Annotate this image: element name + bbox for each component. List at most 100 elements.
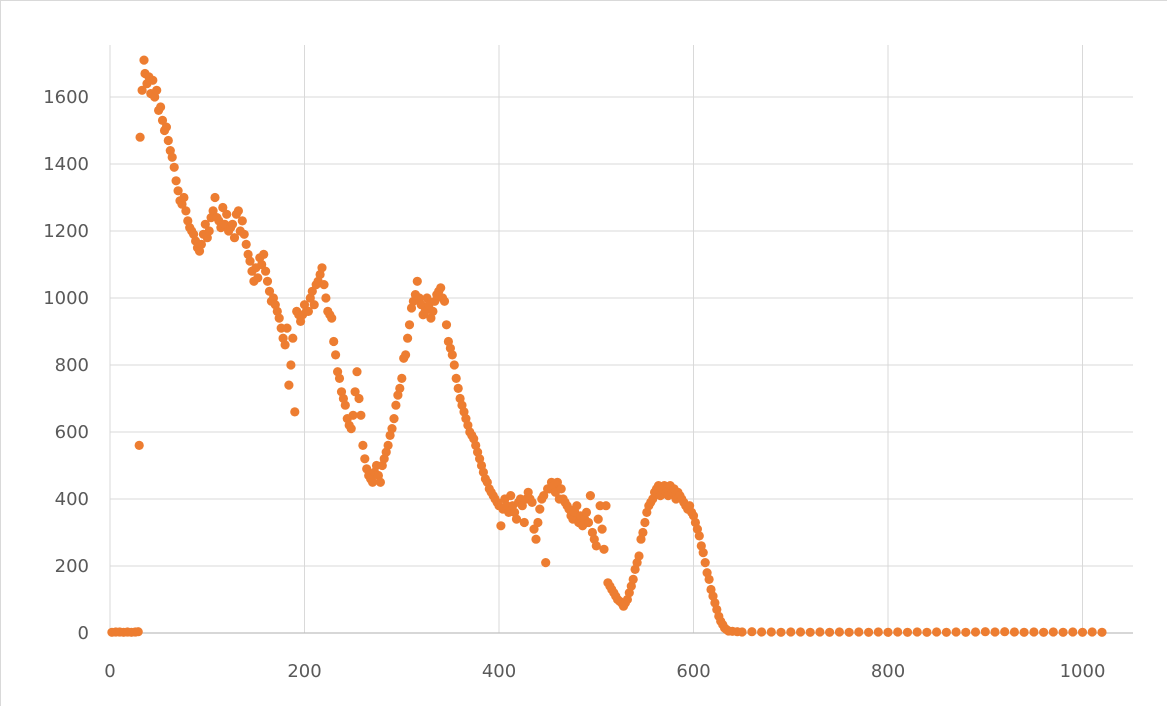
- data-point: [354, 393, 364, 404]
- data-point: [757, 627, 767, 637]
- data-point: [970, 627, 981, 637]
- y-tick-label-1000: 1000: [43, 288, 89, 309]
- data-point: [227, 219, 238, 229]
- data-point: [401, 350, 411, 360]
- data-point: [360, 454, 370, 464]
- data-point: [389, 414, 399, 424]
- y-tick-label-0: 0: [78, 623, 89, 644]
- data-point: [441, 320, 452, 330]
- data-point: [346, 424, 356, 434]
- data-point: [541, 558, 551, 568]
- data-point: [572, 501, 582, 511]
- data-point: [404, 320, 415, 330]
- data-point: [397, 373, 407, 383]
- data-point: [179, 192, 189, 203]
- data-point: [319, 280, 329, 290]
- data-points: [107, 55, 1107, 637]
- data-point: [990, 627, 1000, 637]
- data-point: [196, 239, 206, 249]
- data-point: [356, 410, 366, 420]
- data-point: [815, 627, 825, 637]
- data-point: [303, 306, 313, 316]
- data-point: [222, 209, 232, 219]
- data-point: [200, 219, 210, 229]
- data-point: [139, 55, 149, 65]
- data-point: [253, 273, 263, 283]
- data-point: [436, 283, 446, 293]
- data-point: [902, 627, 913, 637]
- data-point: [506, 491, 516, 501]
- data-point: [329, 336, 339, 347]
- data-point: [496, 521, 506, 531]
- data-point: [420, 306, 430, 316]
- data-point: [825, 627, 835, 637]
- data-point: [447, 350, 457, 360]
- data-point: [795, 627, 806, 637]
- data-point: [638, 527, 648, 538]
- data-point: [352, 367, 362, 377]
- data-point: [1019, 627, 1029, 637]
- x-tick-label-800: 800: [871, 661, 905, 682]
- data-point: [1097, 627, 1107, 637]
- data-point: [599, 544, 609, 554]
- data-point: [375, 477, 385, 487]
- data-point: [171, 176, 181, 186]
- data-point: [290, 407, 300, 417]
- data-point: [449, 360, 459, 370]
- data-point: [307, 286, 317, 296]
- data-point: [698, 548, 708, 558]
- x-tick-label-0: 0: [104, 661, 115, 682]
- y-tick-label-200: 200: [55, 556, 89, 577]
- data-point: [634, 551, 644, 561]
- data-point: [980, 627, 990, 637]
- data-point: [1009, 627, 1020, 637]
- data-point: [317, 263, 327, 273]
- y-tick-label-400: 400: [55, 489, 89, 510]
- data-point: [1029, 627, 1039, 637]
- data-point: [412, 276, 422, 286]
- data-point: [517, 501, 527, 511]
- data-point: [428, 306, 438, 316]
- data-point: [1039, 627, 1049, 637]
- data-point: [519, 517, 529, 528]
- data-point: [556, 484, 566, 494]
- data-point: [531, 534, 541, 544]
- data-point: [451, 373, 461, 383]
- x-tick-label-200: 200: [287, 661, 321, 682]
- data-point: [157, 115, 168, 125]
- data-point: [241, 239, 251, 249]
- data-point: [156, 102, 166, 112]
- data-point: [747, 627, 757, 637]
- data-point: [259, 249, 269, 259]
- data-point: [208, 206, 218, 216]
- data-point: [181, 206, 191, 216]
- data-point: [694, 531, 704, 541]
- data-point: [358, 440, 368, 450]
- data-point: [883, 627, 893, 637]
- data-point: [527, 497, 537, 507]
- data-point: [844, 627, 854, 637]
- data-point: [1087, 627, 1097, 637]
- y-tick-labels: 0 200 400 600 800 1000 1200 1400 1600: [43, 87, 89, 644]
- gridlines: [109, 45, 1133, 633]
- data-point: [403, 333, 413, 343]
- data-point: [274, 313, 284, 323]
- data-point: [1000, 627, 1010, 637]
- data-point: [941, 627, 952, 637]
- data-point: [395, 383, 405, 393]
- data-point: [229, 233, 240, 243]
- data-point: [280, 340, 290, 350]
- data-point: [786, 627, 796, 637]
- data-point: [922, 627, 932, 637]
- data-point: [834, 627, 845, 637]
- data-point: [583, 517, 594, 528]
- data-point: [257, 259, 267, 270]
- data-point: [1077, 627, 1088, 637]
- data-point: [535, 504, 545, 514]
- data-point: [169, 162, 179, 172]
- data-point: [210, 192, 220, 203]
- data-point: [912, 627, 922, 637]
- data-point: [350, 387, 360, 397]
- data-point: [161, 122, 171, 132]
- data-point: [737, 627, 747, 637]
